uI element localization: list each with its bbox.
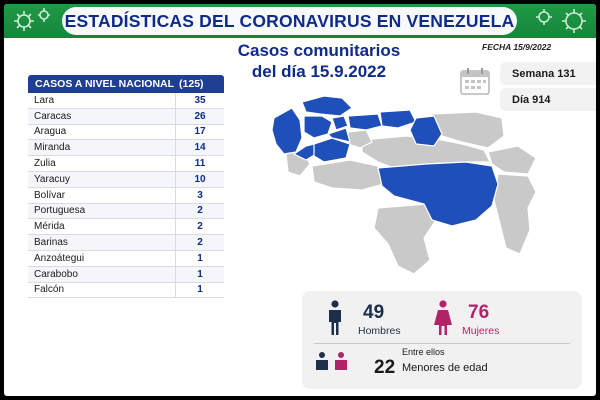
state-cases: 2 <box>175 219 224 235</box>
map-state-miranda-caracas <box>379 109 417 129</box>
state-name: Barinas <box>34 237 68 249</box>
state-name: Lara <box>34 94 55 106</box>
table-row: Aragua 17 <box>28 124 224 141</box>
state-cases: 1 <box>175 282 224 298</box>
table-header-total: (125) <box>179 78 204 90</box>
map-state-amazonas <box>373 203 437 275</box>
table-row: Caracas 26 <box>28 108 224 125</box>
page-title: ESTADÍSTICAS DEL CORONAVIRUS EN VENEZUEL… <box>64 10 515 31</box>
map-state-portuguesa <box>326 127 351 143</box>
state-name: Aragua <box>34 126 67 138</box>
map-state-apure <box>311 159 385 191</box>
men-label: Hombres <box>358 325 401 337</box>
table-row: Portuguesa 2 <box>28 203 224 220</box>
map-state-yaracuy <box>331 115 349 131</box>
table-body: Lara 35 Caracas 26 Aragua 17 Miranda 14 Zulia 11 Y… <box>28 93 224 299</box>
map-state-anzoategui <box>409 115 443 147</box>
table-row: Zulia 11 <box>28 156 224 172</box>
minors-count: 22 <box>374 357 396 378</box>
venezuela-map <box>271 95 537 275</box>
women-label: Mujeres <box>462 325 500 337</box>
map-state-carabobo-aragua <box>347 113 383 131</box>
infographic: ESTADÍSTICAS DEL CORONAVIRUS EN VENEZUEL… <box>4 4 596 396</box>
minors-prefix: Entre ellos <box>402 347 445 357</box>
women-count: 76 <box>468 302 490 323</box>
map-state-barinas <box>313 137 351 163</box>
map-state-falcon <box>301 95 353 117</box>
state-name: Mérida <box>34 221 65 233</box>
table-row: Carabobo 1 <box>28 266 224 283</box>
state-name: Portuguesa <box>34 205 86 217</box>
report-date: FECHA 15/9/2022 <box>482 42 552 52</box>
subtitle-line1: Casos comunitarios <box>237 41 401 60</box>
title-banner: ESTADÍSTICAS DEL CORONAVIRUS EN VENEZUEL… <box>62 7 517 35</box>
state-cases: 1 <box>175 250 224 266</box>
state-name: Miranda <box>34 142 71 154</box>
map-state-zulia <box>271 107 303 155</box>
map-state-delta-amacuro <box>487 145 537 175</box>
virus-icon <box>536 9 586 33</box>
children-icon <box>316 352 347 370</box>
header-bar: ESTADÍSTICAS DEL CORONAVIRUS EN VENEZUEL… <box>4 4 596 38</box>
table-header: CASOS A NIVEL NACIONAL (125) <box>28 75 224 93</box>
table-row: Mérida 2 <box>28 219 224 236</box>
state-cases: 35 <box>175 93 224 108</box>
state-name: Caracas <box>34 110 72 122</box>
map-state-lara <box>303 115 333 139</box>
day-box: Día 914 <box>500 88 596 111</box>
table-row: Falcón 1 <box>28 282 224 299</box>
state-name: Yaracuy <box>34 173 70 185</box>
map-state-bolivar <box>377 161 499 227</box>
state-cases: 26 <box>175 108 224 124</box>
subtitle: Casos comunitarios del día 15.9.2022 <box>194 40 444 82</box>
man-icon <box>329 300 341 335</box>
week-label: Semana 131 <box>512 67 576 80</box>
men-count: 49 <box>363 302 385 323</box>
table-row: Yaracuy 10 <box>28 171 224 188</box>
woman-icon <box>434 300 452 335</box>
minors-label: Menores de edad <box>402 362 488 374</box>
card-divider <box>314 343 570 344</box>
table-row: Barinas 2 <box>28 235 224 251</box>
day-label: Día 914 <box>512 93 551 106</box>
table-header-label: CASOS A NIVEL NACIONAL <box>35 78 175 90</box>
subtitle-line2: del día 15.9.2022 <box>251 62 387 81</box>
demographics-card: 49 Hombres 76 Mujeres Entre ellos 22 Men… <box>302 291 582 389</box>
week-box: Semana 131 <box>500 62 596 85</box>
calendar-icon <box>460 68 490 95</box>
state-cases: 11 <box>175 156 224 171</box>
state-name: Carabobo <box>34 268 78 280</box>
state-cases: 14 <box>175 140 224 156</box>
table-row: Lara 35 <box>28 93 224 109</box>
state-name: Zulia <box>34 158 56 170</box>
state-cases: 2 <box>175 203 224 219</box>
state-name: Anzoátegui <box>34 252 85 264</box>
state-name: Falcón <box>34 284 65 296</box>
state-cases: 10 <box>175 171 224 187</box>
state-cases: 17 <box>175 124 224 140</box>
state-cases: 3 <box>175 187 224 203</box>
cases-table: CASOS A NIVEL NACIONAL (125) Lara 35 Carac… <box>28 75 224 299</box>
state-cases: 1 <box>175 266 224 282</box>
table-row: Miranda 14 <box>28 140 224 157</box>
table-row: Anzoátegui 1 <box>28 250 224 267</box>
map-state-guayana-esequiba <box>493 173 537 255</box>
state-cases: 2 <box>175 235 224 250</box>
table-row: Bolívar 3 <box>28 187 224 204</box>
virus-icon <box>14 8 50 31</box>
state-name: Bolívar <box>34 189 66 201</box>
